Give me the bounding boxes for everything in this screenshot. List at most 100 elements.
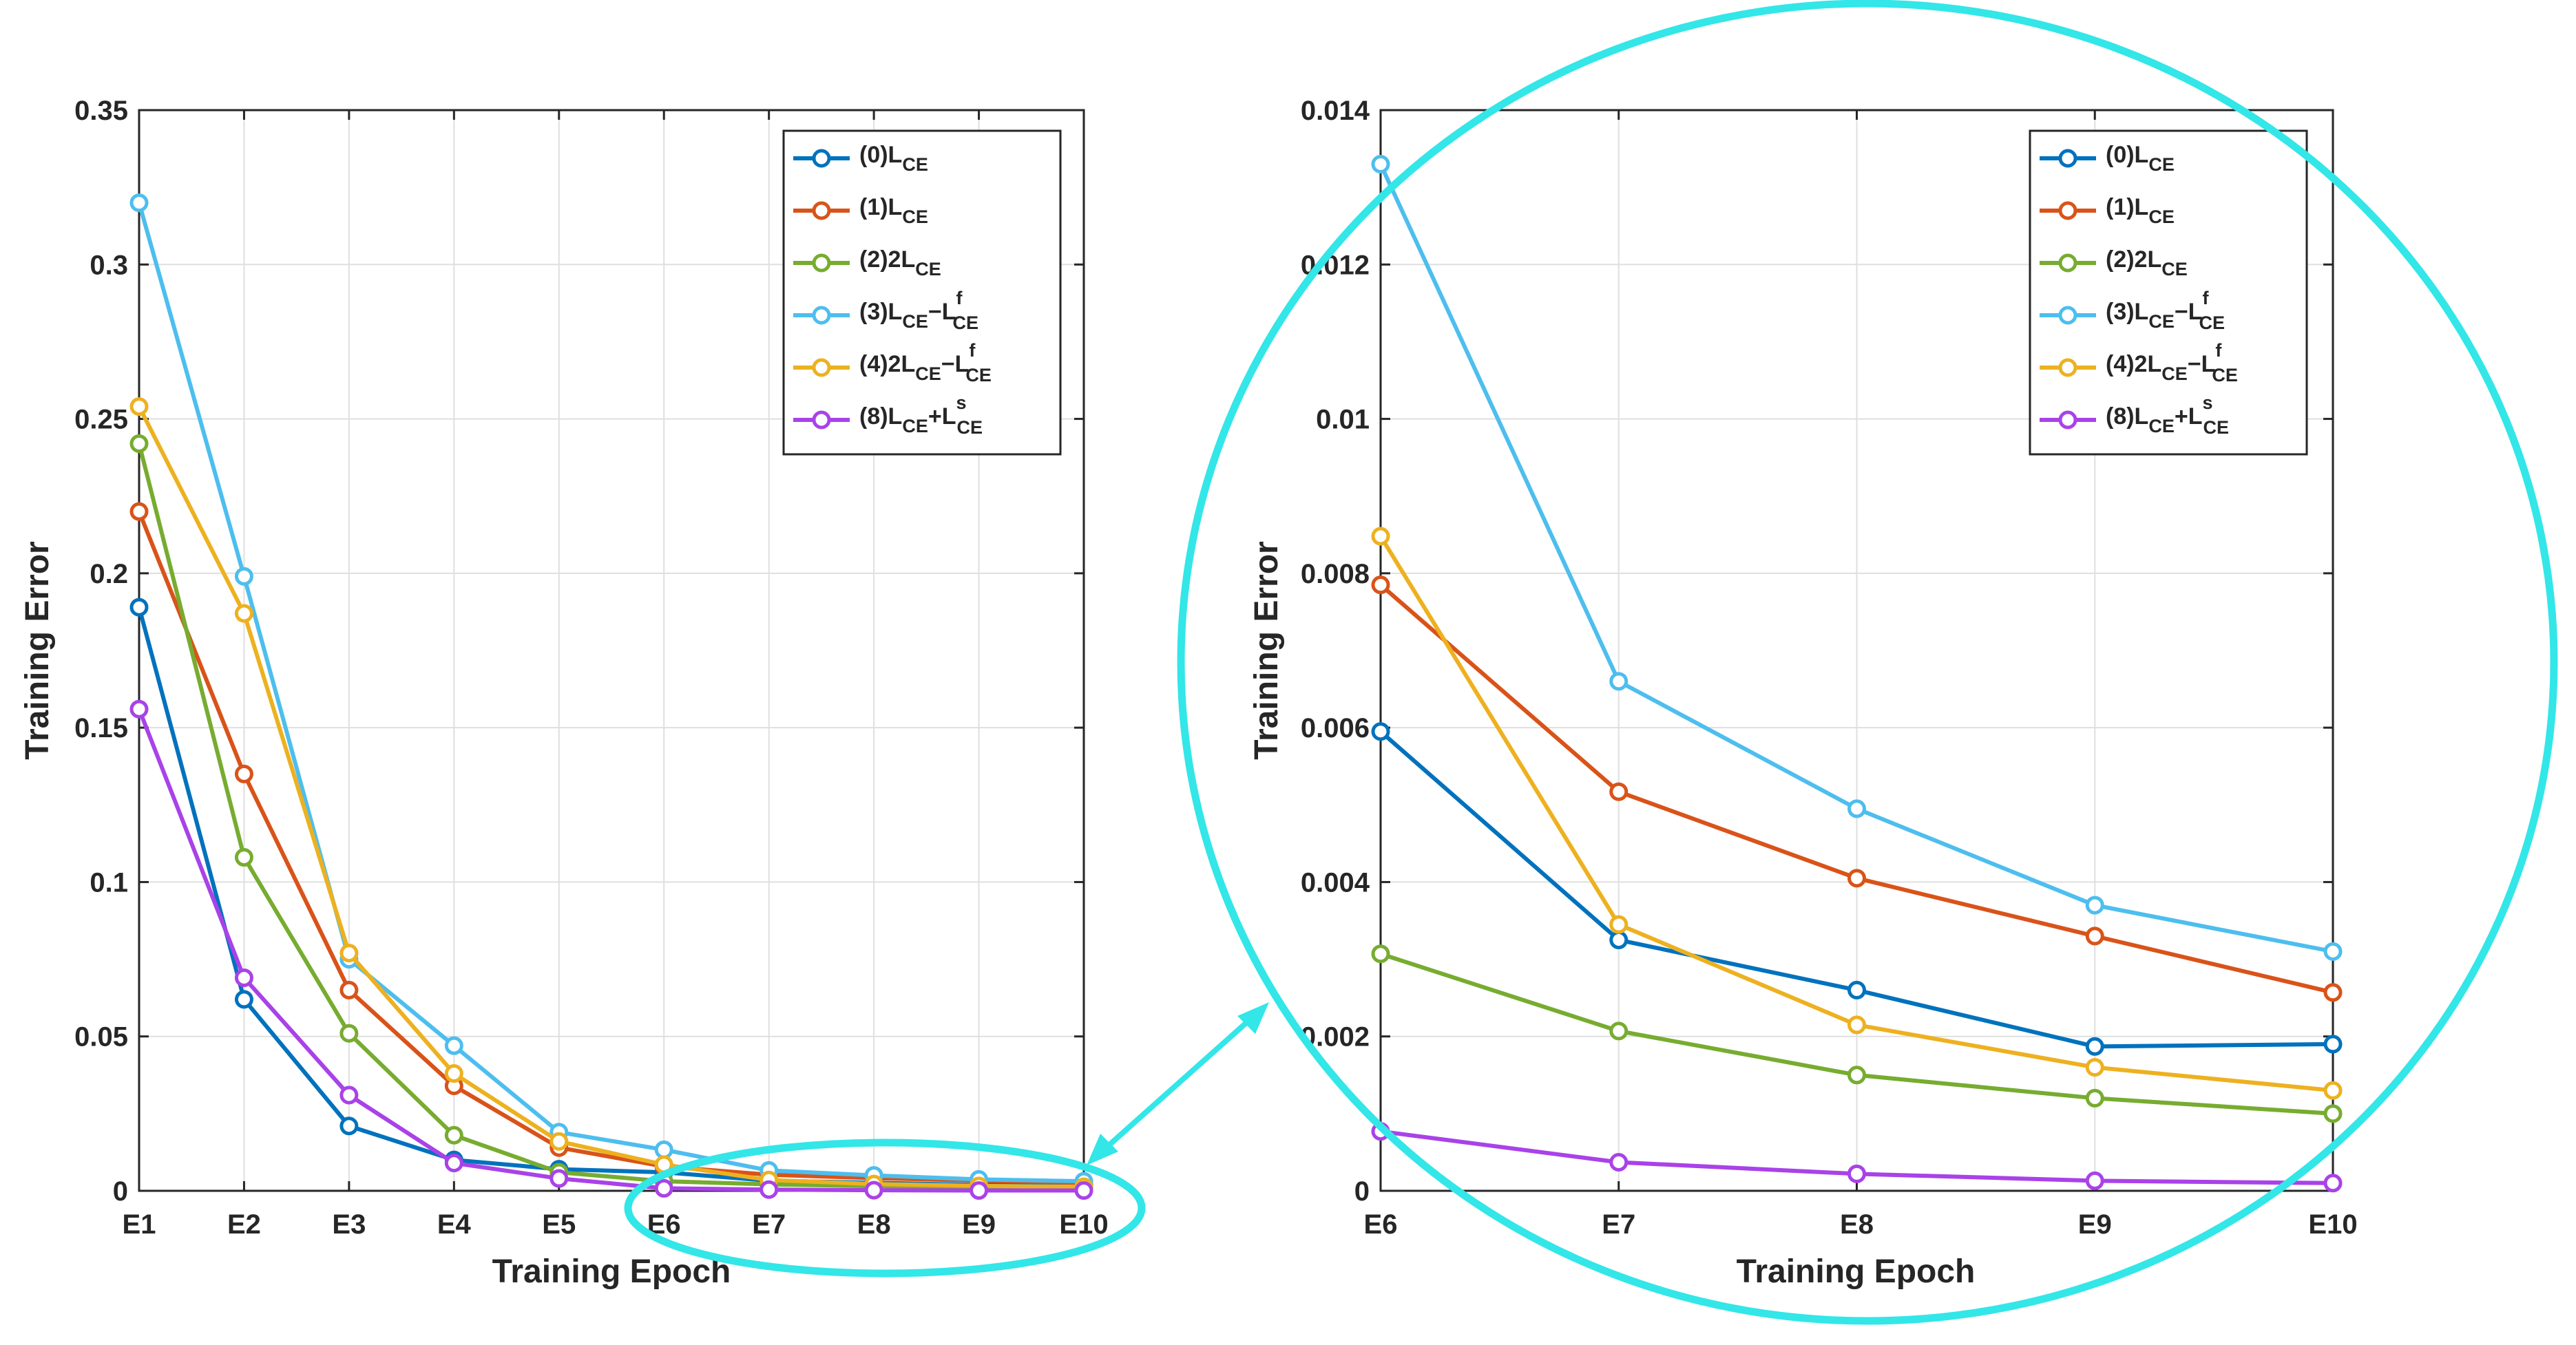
y-tick-label: 0.3 [90, 250, 128, 280]
data-point [1371, 944, 1390, 964]
data-point [1609, 672, 1629, 691]
legend-label: (4)2LCE−Lf CE [859, 340, 992, 385]
zoom-region-ellipse [624, 1139, 1146, 1278]
series-line [137, 202, 1085, 1184]
data-point [1847, 869, 1866, 888]
series-3 [1371, 155, 2343, 961]
legend-label: (1)LCE [859, 194, 928, 227]
zoom-annotation [624, 0, 2558, 1325]
y-tick-label: 0.01 [1316, 405, 1370, 435]
data-point [2085, 1088, 2104, 1108]
series-line [137, 405, 1085, 1189]
y-tick-label: 0.1 [90, 867, 128, 898]
y-axis-label: Training Error [1248, 541, 1285, 759]
legend-item: (2)2LCE [793, 246, 941, 279]
axis-ticks: E1 E2 E3 E4 E5 E6 E7 E8 E9 E1000.050.10.150.20.25… [74, 96, 1108, 1240]
x-tick-label: E8 [857, 1209, 891, 1240]
data-point [2323, 1174, 2343, 1193]
data-point [2085, 926, 2104, 946]
data-point [129, 434, 149, 453]
data-point [2323, 1035, 2343, 1054]
legend: (0)LCE (1)LCE (2)2LCE (3)LCE−Lf CE (4)2LCE−Lf… [2029, 129, 2308, 456]
legend-marker [2058, 253, 2077, 273]
x-tick-label: E9 [962, 1209, 996, 1240]
x-tick-label: E8 [1840, 1209, 1874, 1240]
x-tick-label: E7 [1602, 1209, 1635, 1240]
data-point [2085, 1171, 2104, 1190]
legend-item: (2)2LCE [2040, 246, 2188, 279]
data-point [2085, 1037, 2104, 1056]
data-point [1371, 527, 1390, 546]
legend-marker [812, 410, 831, 430]
series-5 [129, 699, 1093, 1200]
data-point [1609, 1153, 1629, 1172]
legend-item: (8)LCE+Ls CE [793, 392, 983, 438]
series-line [137, 708, 1084, 1193]
data-point [2323, 1104, 2343, 1123]
zoom-panel: E6 E7 E8 E9 E1000.0020.0040.0060.0080.010.01… [1248, 96, 2358, 1290]
data-point [444, 1125, 463, 1145]
legend-item: (8)LCE+Ls CE [2040, 392, 2229, 438]
legend-marker [2058, 201, 2077, 220]
data-point [1371, 575, 1390, 595]
y-tick-label: 0.014 [1301, 96, 1370, 126]
data-point [444, 1064, 463, 1083]
x-axis-label: Training Epoch [1737, 1253, 1976, 1290]
data-point [339, 1024, 359, 1043]
y-axis-label: Training Error [19, 541, 56, 759]
data-point [654, 1178, 673, 1198]
x-tick-label: E10 [2308, 1209, 2357, 1240]
x-tick-label: E2 [227, 1209, 261, 1240]
legend-label: (8)LCE+Ls CE [859, 392, 983, 438]
x-tick-label: E6 [1364, 1209, 1398, 1240]
legend-item: (4)2LCE−Lf CE [793, 340, 992, 385]
series-0 [1371, 722, 2343, 1056]
legend-item: (3)LCE−Lf CE [2040, 288, 2225, 333]
data-point [760, 1180, 779, 1199]
legend-item: (0)LCE [2040, 142, 2175, 175]
zoom-arrow-head [1087, 1134, 1118, 1165]
legend: (0)LCE (1)LCE (2)2LCE (3)LCE−Lf CE (4)2LCE−Lf… [782, 129, 1062, 456]
legend-marker [812, 253, 831, 273]
data-point [129, 193, 149, 213]
data-point [1609, 915, 1629, 934]
series-4 [1371, 527, 2343, 1100]
series-2 [1371, 944, 2343, 1123]
legend-marker [812, 306, 831, 325]
data-point [1847, 799, 1866, 818]
legend-box [782, 129, 1062, 456]
legend-item: (4)2LCE−Lf CE [2040, 340, 2238, 385]
data-point [549, 1132, 569, 1151]
y-tick-label: 0.35 [74, 96, 128, 126]
legend-label: (1)LCE [2106, 194, 2175, 227]
legend-item: (1)LCE [793, 194, 928, 227]
x-tick-label: E1 [123, 1209, 156, 1240]
data-point [1847, 1066, 1866, 1085]
data-point [129, 597, 149, 617]
legend-label: (2)2LCE [859, 246, 941, 279]
data-point [339, 980, 359, 999]
data-point [234, 848, 253, 867]
x-axis-label: Training Epoch [492, 1253, 731, 1290]
y-tick-label: 0.25 [74, 405, 128, 435]
legend-marker [2058, 410, 2077, 430]
legend-item: (0)LCE [793, 142, 928, 175]
x-tick-label: E7 [752, 1209, 786, 1240]
legend-marker [812, 358, 831, 377]
full-range-panel: E1 E2 E3 E4 E5 E6 E7 E8 E9 E1000.050.10.150.20.25… [19, 96, 1109, 1290]
plot-frame [138, 109, 1085, 1192]
y-tick-label: 0.006 [1301, 713, 1370, 743]
data-point [2323, 942, 2343, 961]
data-point [339, 1116, 359, 1136]
data-point [444, 1036, 463, 1055]
data-point [654, 1140, 673, 1159]
data-point [1074, 1181, 1093, 1200]
data-point [129, 397, 149, 416]
y-tick-label: 0.004 [1301, 867, 1370, 898]
y-tick-label: 0 [1354, 1176, 1370, 1207]
data-point [234, 764, 253, 783]
legend-marker [2058, 358, 2077, 377]
data-point [1609, 1021, 1629, 1041]
data-point [1847, 980, 1866, 999]
data-point [129, 699, 149, 719]
